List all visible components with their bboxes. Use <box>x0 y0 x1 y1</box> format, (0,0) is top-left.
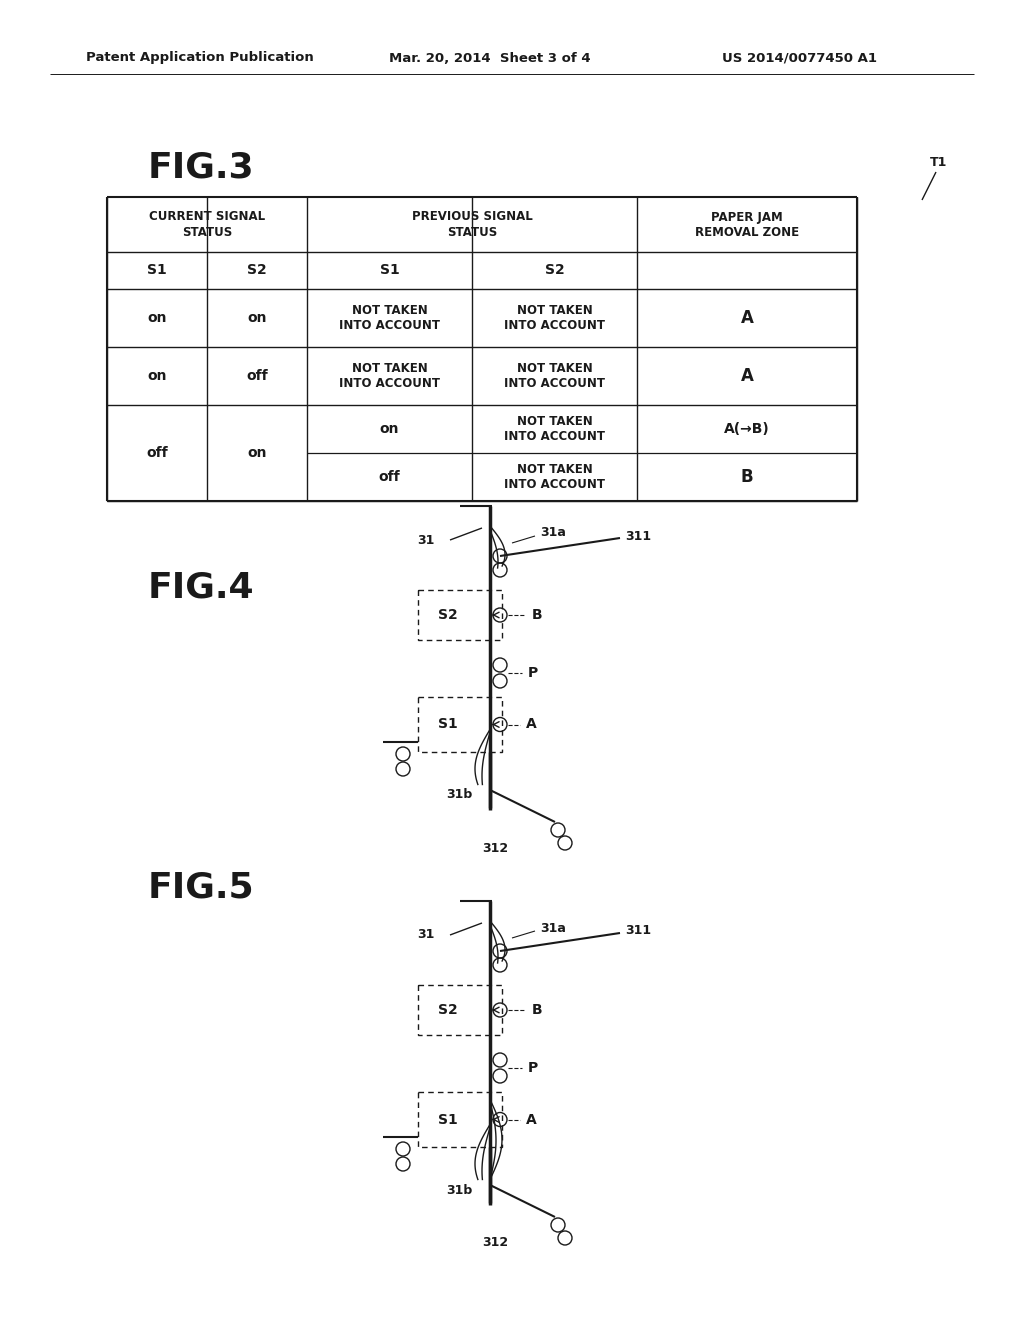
Text: off: off <box>146 446 168 459</box>
Text: S1: S1 <box>438 718 458 731</box>
Text: FIG.4: FIG.4 <box>148 572 255 605</box>
Text: 311: 311 <box>625 529 651 543</box>
Text: 31a: 31a <box>540 921 566 935</box>
Bar <box>418 985 502 1035</box>
Text: NOT TAKEN
INTO ACCOUNT: NOT TAKEN INTO ACCOUNT <box>339 304 440 333</box>
Text: on: on <box>247 312 266 325</box>
Text: FIG.3: FIG.3 <box>148 150 255 185</box>
Text: S1: S1 <box>438 1113 458 1126</box>
Text: A: A <box>740 367 754 385</box>
Text: NOT TAKEN
INTO ACCOUNT: NOT TAKEN INTO ACCOUNT <box>504 414 605 444</box>
Text: S2: S2 <box>438 1003 458 1016</box>
Text: off: off <box>246 370 268 383</box>
Text: NOT TAKEN
INTO ACCOUNT: NOT TAKEN INTO ACCOUNT <box>504 362 605 389</box>
Text: S2: S2 <box>545 264 564 277</box>
Text: B: B <box>532 1003 543 1016</box>
Text: 31b: 31b <box>445 788 472 801</box>
Text: NOT TAKEN
INTO ACCOUNT: NOT TAKEN INTO ACCOUNT <box>504 304 605 333</box>
Text: S2: S2 <box>438 609 458 622</box>
Text: PREVIOUS SIGNAL
STATUS: PREVIOUS SIGNAL STATUS <box>412 210 532 239</box>
Text: 31a: 31a <box>540 527 566 540</box>
Text: A: A <box>740 309 754 327</box>
Text: NOT TAKEN
INTO ACCOUNT: NOT TAKEN INTO ACCOUNT <box>504 463 605 491</box>
Bar <box>418 590 502 640</box>
Text: US 2014/0077450 A1: US 2014/0077450 A1 <box>723 51 878 65</box>
Text: A: A <box>526 718 537 731</box>
Text: NOT TAKEN
INTO ACCOUNT: NOT TAKEN INTO ACCOUNT <box>339 362 440 389</box>
Text: S2: S2 <box>247 264 267 277</box>
Text: S1: S1 <box>147 264 167 277</box>
Text: FIG.5: FIG.5 <box>148 871 255 906</box>
Text: 31b: 31b <box>445 1184 472 1196</box>
Text: P: P <box>528 667 539 680</box>
Text: on: on <box>147 312 167 325</box>
Text: 31: 31 <box>418 928 435 941</box>
Text: 312: 312 <box>482 1237 508 1250</box>
Text: Patent Application Publication: Patent Application Publication <box>86 51 314 65</box>
Text: on: on <box>147 370 167 383</box>
Text: B: B <box>740 469 754 486</box>
Bar <box>418 697 502 752</box>
Text: on: on <box>380 422 399 436</box>
Text: B: B <box>532 609 543 622</box>
Bar <box>418 1092 502 1147</box>
Text: 312: 312 <box>482 842 508 854</box>
Text: CURRENT SIGNAL
STATUS: CURRENT SIGNAL STATUS <box>148 210 265 239</box>
Text: A(→B): A(→B) <box>724 422 770 436</box>
Text: 31: 31 <box>418 533 435 546</box>
Text: 311: 311 <box>625 924 651 937</box>
Text: Mar. 20, 2014  Sheet 3 of 4: Mar. 20, 2014 Sheet 3 of 4 <box>389 51 591 65</box>
Text: A: A <box>526 1113 537 1126</box>
Text: on: on <box>247 446 266 459</box>
Text: P: P <box>528 1061 539 1074</box>
Text: off: off <box>379 470 400 484</box>
Text: T1: T1 <box>930 156 947 169</box>
Text: S1: S1 <box>380 264 399 277</box>
Text: PAPER JAM
REMOVAL ZONE: PAPER JAM REMOVAL ZONE <box>695 210 799 239</box>
